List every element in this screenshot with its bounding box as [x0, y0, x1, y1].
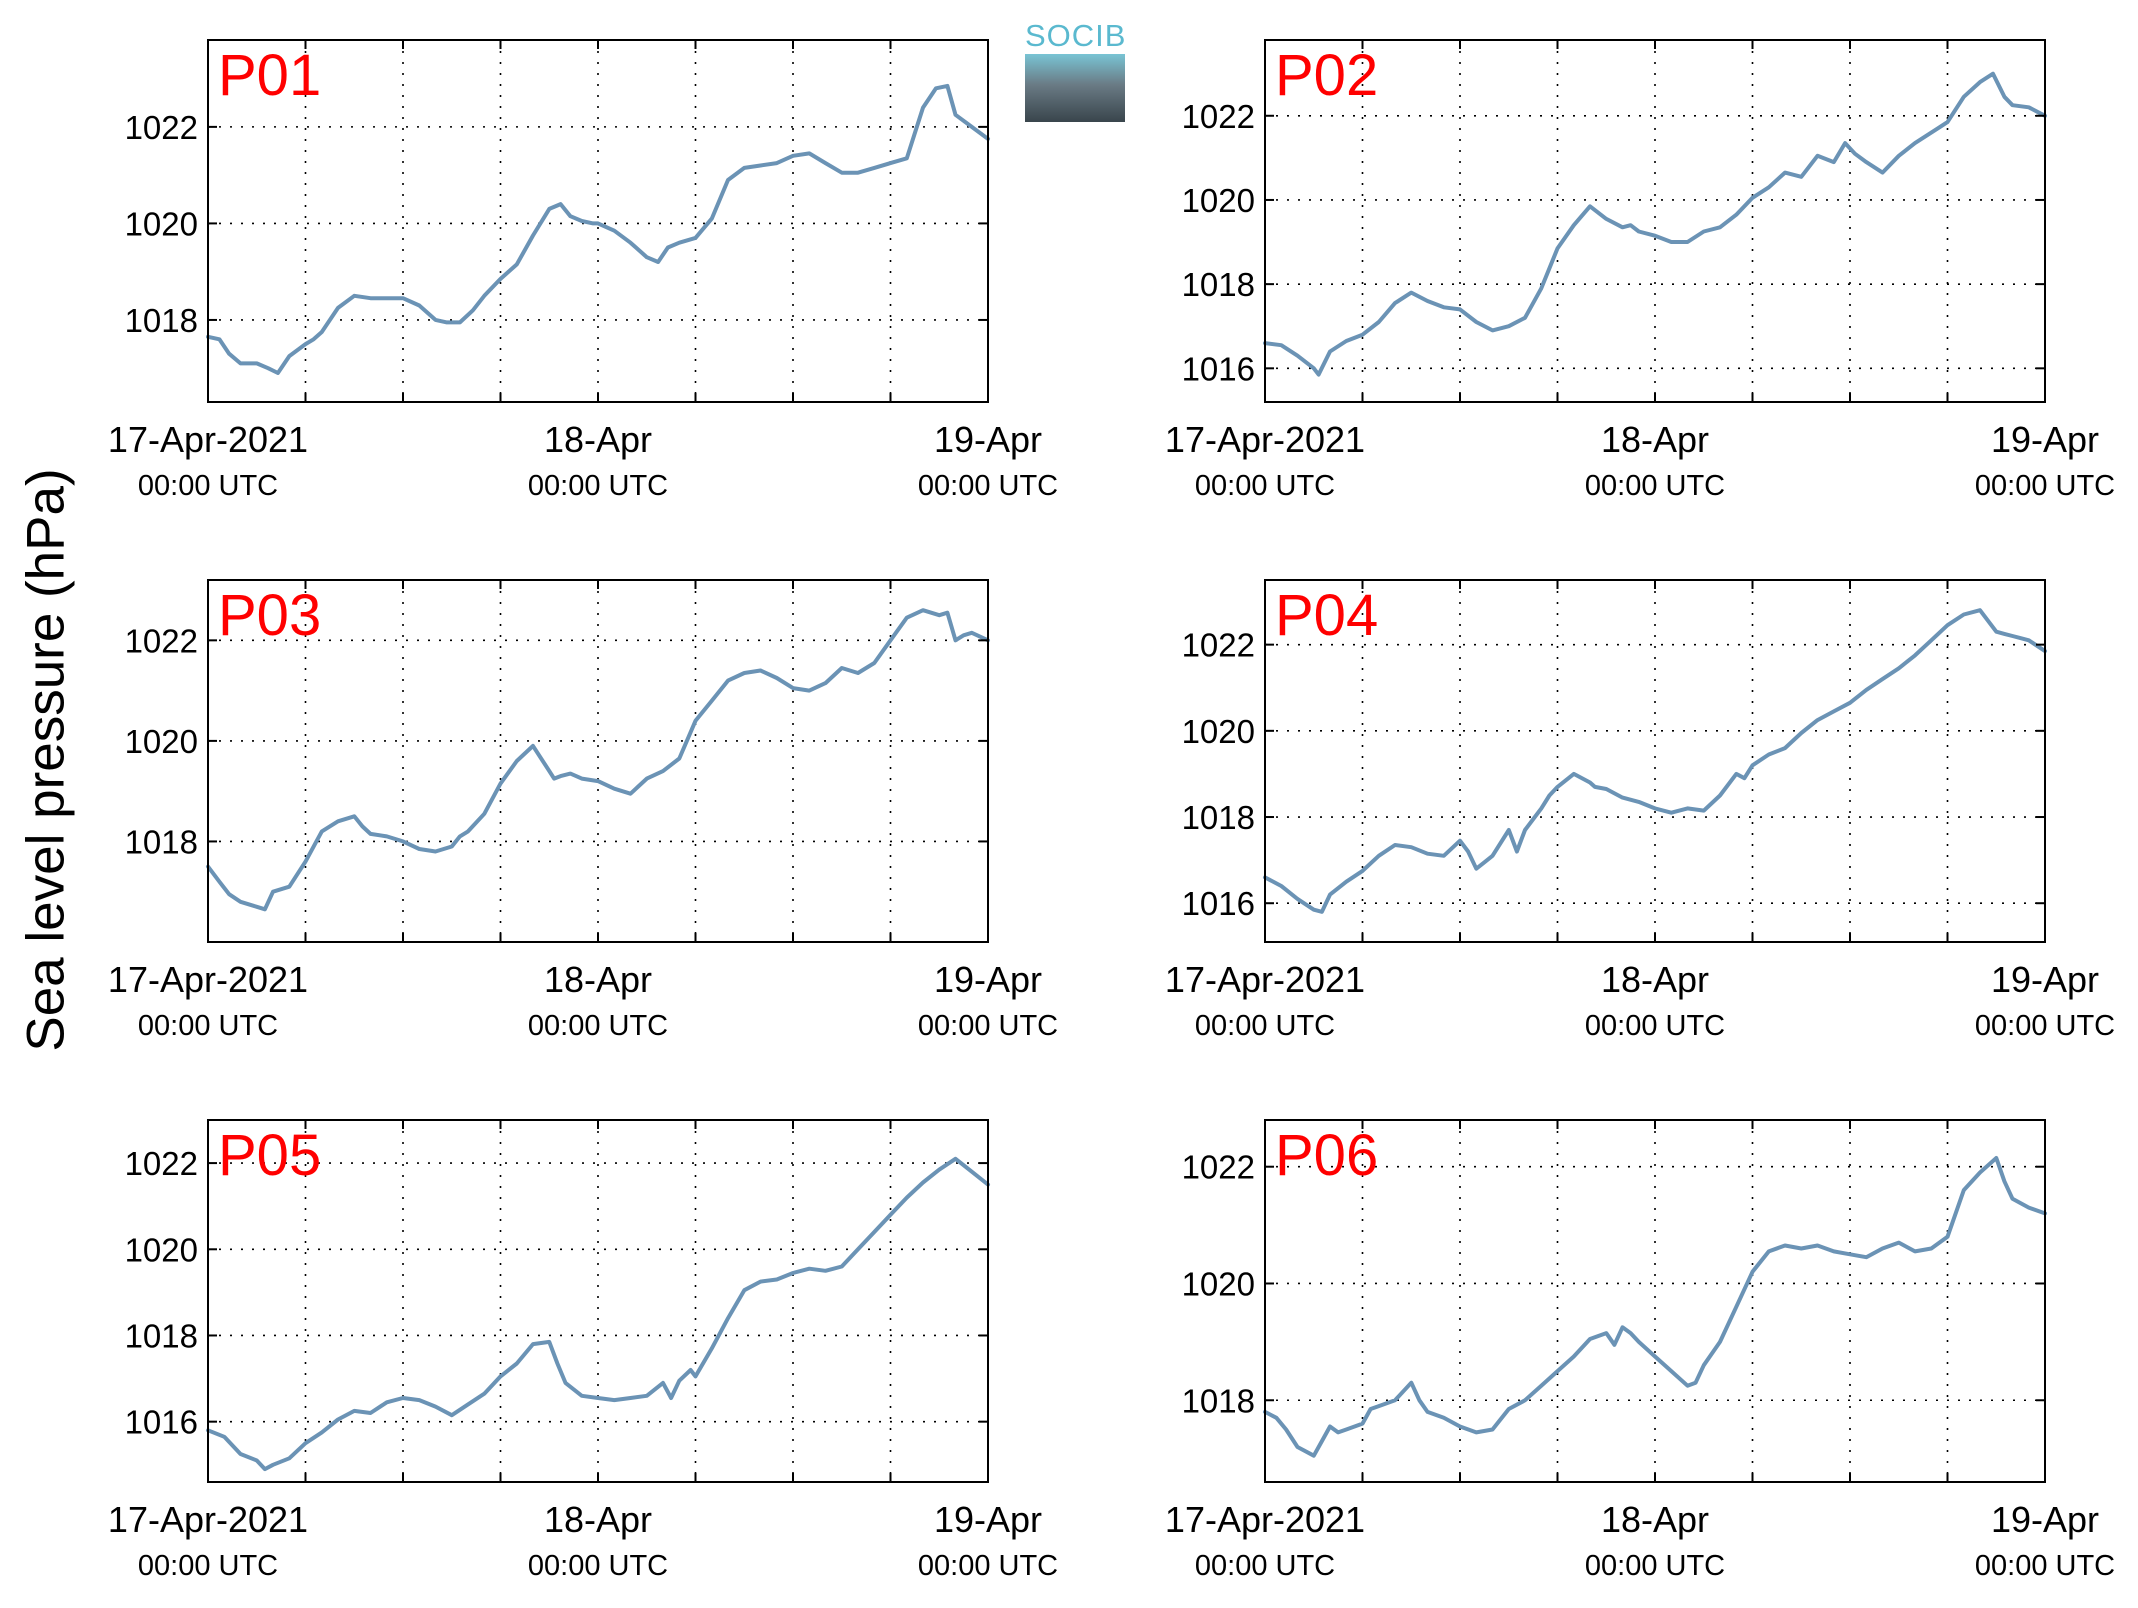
x-tick-label-time: 00:00 UTC — [1975, 1550, 2115, 1582]
series-line — [1263, 1156, 2047, 1458]
axes-frame — [207, 39, 989, 403]
y-tick-label: 1018 — [125, 823, 198, 860]
x-tick-label-date: 17-Apr-2021 — [108, 419, 308, 460]
y-tick-label: 1022 — [1182, 627, 1255, 664]
y-tick-label: 1016 — [125, 1404, 198, 1441]
x-tick-label-date: 17-Apr-2021 — [1165, 419, 1365, 460]
panel-p04: 1016 1018 1020 1022 17-Apr-2021 00:00 UTC 18-A… — [1165, 579, 2115, 1042]
x-tick-label-time: 00:00 UTC — [1975, 1010, 2115, 1042]
x-tick-label-time: 00:00 UTC — [528, 1010, 668, 1042]
x-tick-label-time: 00:00 UTC — [1585, 1010, 1725, 1042]
x-tick-label-time: 00:00 UTC — [1195, 470, 1335, 502]
series-line — [206, 83, 990, 375]
series-line — [206, 608, 990, 912]
x-tick-label-date: 18-Apr — [1601, 419, 1709, 460]
x-tick-label-time: 00:00 UTC — [1975, 470, 2115, 502]
y-axis-label-text: Sea level pressure (hPa) — [16, 468, 76, 1052]
logo-text: SOCIB — [1025, 18, 1127, 53]
panel-label: P01 — [218, 43, 321, 108]
panel-p01: 1018 1020 1022 17-Apr-2021 00:00 UTC 18-Apr 00… — [108, 39, 1058, 502]
panel-p02: 1016 1018 1020 1022 17-Apr-2021 00:00 UTC 18-A… — [1165, 39, 2115, 502]
x-tick-label-date: 18-Apr — [544, 1499, 652, 1540]
x-tick-label-time: 00:00 UTC — [138, 1550, 278, 1582]
y-tick-label: 1022 — [1182, 98, 1255, 135]
axes-frame — [1264, 579, 2046, 943]
x-tick-label-time: 00:00 UTC — [138, 470, 278, 502]
x-tick-label-time: 00:00 UTC — [1585, 470, 1725, 502]
panel-label: P05 — [218, 1123, 321, 1188]
panel-p03: 1018 1020 1022 17-Apr-2021 00:00 UTC 18-Apr 00… — [108, 579, 1058, 1042]
y-tick-label: 1016 — [1182, 885, 1255, 922]
y-tick-label: 1022 — [125, 622, 198, 659]
x-tick-label-date: 17-Apr-2021 — [108, 959, 308, 1000]
logo-graphic — [1025, 54, 1125, 122]
y-tick-label: 1022 — [125, 1145, 198, 1182]
x-tick-label-date: 17-Apr-2021 — [108, 1499, 308, 1540]
series-line — [1263, 608, 2047, 914]
y-tick-label: 1020 — [1182, 182, 1255, 219]
y-tick-label: 1022 — [1182, 1149, 1255, 1186]
y-tick-label: 1020 — [125, 1231, 198, 1268]
y-tick-label: 1018 — [125, 1317, 198, 1354]
y-tick-label: 1018 — [125, 302, 198, 339]
x-tick-label-date: 18-Apr — [544, 419, 652, 460]
x-tick-label-date: 19-Apr — [1991, 1499, 2099, 1540]
x-tick-label-time: 00:00 UTC — [1195, 1550, 1335, 1582]
x-tick-label-date: 17-Apr-2021 — [1165, 1499, 1365, 1540]
x-tick-label-date: 18-Apr — [544, 959, 652, 1000]
y-tick-label: 1020 — [1182, 713, 1255, 750]
x-tick-label-time: 00:00 UTC — [138, 1010, 278, 1042]
panel-label: P03 — [218, 583, 321, 648]
series-line — [1263, 71, 2047, 377]
x-tick-label-time: 00:00 UTC — [528, 1550, 668, 1582]
y-tick-label: 1020 — [1182, 1265, 1255, 1302]
axes-frame — [1264, 39, 2046, 403]
panel-label: P04 — [1275, 583, 1378, 648]
y-tick-label: 1018 — [1182, 799, 1255, 836]
x-tick-label-date: 19-Apr — [1991, 419, 2099, 460]
x-tick-label-time: 00:00 UTC — [918, 470, 1058, 502]
x-tick-label-date: 19-Apr — [1991, 959, 2099, 1000]
x-tick-label-date: 19-Apr — [934, 419, 1042, 460]
x-tick-label-date: 18-Apr — [1601, 959, 1709, 1000]
y-tick-label: 1018 — [1182, 1382, 1255, 1419]
y-tick-label: 1022 — [125, 109, 198, 146]
x-tick-label-time: 00:00 UTC — [918, 1550, 1058, 1582]
y-tick-label: 1016 — [1182, 350, 1255, 387]
axes-frame — [1264, 1119, 2046, 1483]
y-tick-label: 1018 — [1182, 266, 1255, 303]
x-tick-label-time: 00:00 UTC — [918, 1010, 1058, 1042]
x-tick-label-time: 00:00 UTC — [1195, 1010, 1335, 1042]
x-tick-label-date: 19-Apr — [934, 959, 1042, 1000]
socib-logo: SOCIB — [1025, 18, 1125, 122]
y-tick-label: 1020 — [125, 723, 198, 760]
axes-frame — [207, 579, 989, 943]
y-tick-label: 1020 — [125, 205, 198, 242]
x-tick-label-date: 18-Apr — [1601, 1499, 1709, 1540]
x-tick-label-time: 00:00 UTC — [528, 470, 668, 502]
global-y-axis-label: Sea level pressure (hPa) — [6, 400, 86, 1120]
panel-label: P02 — [1275, 43, 1378, 108]
x-tick-label-date: 19-Apr — [934, 1499, 1042, 1540]
x-tick-label-time: 00:00 UTC — [1585, 1550, 1725, 1582]
x-tick-label-date: 17-Apr-2021 — [1165, 959, 1365, 1000]
panel-label: P06 — [1275, 1123, 1378, 1188]
series-line — [206, 1156, 990, 1472]
panel-p06: 1018 1020 1022 17-Apr-2021 00:00 UTC 18-Apr 00… — [1165, 1119, 2115, 1582]
panel-p05: 1016 1018 1020 1022 17-Apr-2021 00:00 UTC 18-A… — [108, 1119, 1058, 1582]
